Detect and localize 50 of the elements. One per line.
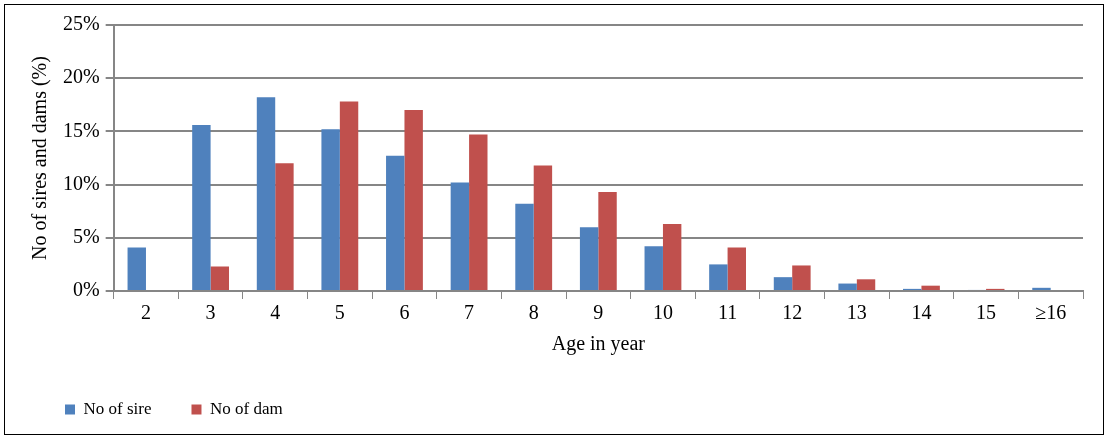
bar xyxy=(515,203,534,290)
bar xyxy=(275,163,294,290)
x-tick-label: 7 xyxy=(464,301,475,324)
bar xyxy=(210,266,230,290)
bar xyxy=(469,134,488,290)
bar xyxy=(192,125,211,290)
bar xyxy=(856,279,876,290)
x-tick-label: 6 xyxy=(399,301,410,324)
x-axis-title: Age in year xyxy=(551,332,646,356)
x-tick-label: 3 xyxy=(205,301,216,324)
x-tick-label: 12 xyxy=(782,301,803,324)
bar xyxy=(921,285,940,290)
bar xyxy=(792,265,811,290)
y-tick-label: 5% xyxy=(72,225,100,248)
y-tick-label: 20% xyxy=(62,65,100,88)
y-tick-label: 10% xyxy=(62,171,100,194)
legend-label: No of dam xyxy=(209,398,283,418)
bar xyxy=(727,247,746,290)
x-tick-label: 2 xyxy=(140,301,151,324)
x-tick-label: 4 xyxy=(270,301,281,324)
x-tick-label: 9 xyxy=(593,301,604,324)
x-tick-label: 13 xyxy=(846,301,867,324)
bar xyxy=(386,155,405,290)
bar xyxy=(662,223,682,290)
y-tick-label: 15% xyxy=(62,118,100,141)
x-tick-label: 10 xyxy=(652,301,673,324)
legend-label: No of sire xyxy=(83,398,152,418)
bar xyxy=(644,246,663,290)
bar xyxy=(404,110,423,290)
bar xyxy=(450,182,470,290)
bar xyxy=(579,227,599,290)
x-tick-label: ≥16 xyxy=(1035,301,1067,324)
bar xyxy=(1032,287,1051,290)
x-tick-label: 5 xyxy=(334,301,345,324)
x-tick-label: 15 xyxy=(976,301,997,324)
bar xyxy=(773,277,793,290)
bar xyxy=(598,192,617,290)
y-tick-label: 25% xyxy=(62,12,100,35)
x-tick-label: 14 xyxy=(911,301,932,324)
x-tick-label: 8 xyxy=(528,301,539,324)
bar xyxy=(533,165,553,290)
bar xyxy=(838,283,857,290)
y-axis-title: No of sires and dams (%) xyxy=(28,56,52,260)
x-tick-label: 11 xyxy=(717,301,738,324)
bar xyxy=(339,101,359,290)
bar xyxy=(709,264,728,290)
y-tick-label: 0% xyxy=(72,278,100,301)
bar xyxy=(127,247,146,290)
bar xyxy=(256,97,276,290)
bar xyxy=(321,129,340,290)
